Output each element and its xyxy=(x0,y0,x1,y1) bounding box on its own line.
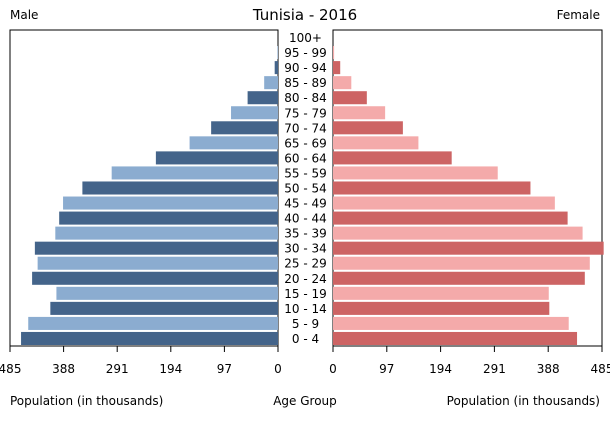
female-tick-label: 194 xyxy=(429,362,452,376)
male-tick-label: 97 xyxy=(217,362,232,376)
female-axis-title: Population (in thousands) xyxy=(447,394,600,408)
male-axis-title: Population (in thousands) xyxy=(10,394,163,408)
age-group-label: 35 - 39 xyxy=(284,227,327,241)
age-axis-title: Age Group xyxy=(273,394,337,408)
female-tick-label: 97 xyxy=(379,362,394,376)
male-tick-label: 0 xyxy=(274,362,282,376)
female-bar-40-44 xyxy=(333,211,568,225)
female-bar-5-9 xyxy=(333,316,569,330)
female-tick-label: 388 xyxy=(537,362,560,376)
female-bar-50-54 xyxy=(333,181,531,195)
male-bar-95-99 xyxy=(277,46,278,60)
age-group-label: 20 - 24 xyxy=(284,272,327,286)
age-group-label: 65 - 69 xyxy=(284,136,327,150)
female-bar-90-94 xyxy=(333,61,341,75)
age-group-label: 70 - 74 xyxy=(284,121,327,135)
female-bar-20-24 xyxy=(333,271,585,285)
male-bar-30-34 xyxy=(34,241,278,255)
male-bar-35-39 xyxy=(55,226,278,240)
male-bar-20-24 xyxy=(32,271,279,285)
female-tick-label: 485 xyxy=(591,362,610,376)
male-bar-0-4 xyxy=(21,331,279,345)
female-bar-65-69 xyxy=(333,136,419,150)
female-bar-85-89 xyxy=(333,76,352,90)
male-bar-10-14 xyxy=(50,301,279,315)
age-group-label: 95 - 99 xyxy=(284,46,327,60)
male-bar-75-79 xyxy=(231,106,278,120)
age-group-label: 75 - 79 xyxy=(284,106,327,120)
male-bar-90-94 xyxy=(274,61,278,75)
male-bars xyxy=(21,46,279,345)
female-bar-55-59 xyxy=(333,166,498,180)
female-tick-label: 291 xyxy=(483,362,506,376)
female-bars xyxy=(333,46,604,345)
female-tick-label: 0 xyxy=(329,362,337,376)
male-bar-60-64 xyxy=(155,151,278,165)
male-label: Male xyxy=(10,8,38,22)
male-tick-label: 194 xyxy=(159,362,182,376)
female-bar-45-49 xyxy=(333,196,555,210)
age-group-label: 40 - 44 xyxy=(284,212,327,226)
age-group-label: 15 - 19 xyxy=(284,287,327,301)
male-bar-55-59 xyxy=(111,166,278,180)
male-tick-label: 388 xyxy=(52,362,75,376)
female-bar-0-4 xyxy=(333,331,578,345)
male-bar-15-19 xyxy=(56,286,278,300)
age-group-label: 25 - 29 xyxy=(284,257,327,271)
female-bar-95-99 xyxy=(333,46,335,60)
age-group-label: 80 - 84 xyxy=(284,91,327,105)
male-bar-85-89 xyxy=(264,76,278,90)
female-label: Female xyxy=(557,8,600,22)
age-group-label: 50 - 54 xyxy=(284,182,327,196)
male-bar-45-49 xyxy=(63,196,278,210)
male-bar-50-54 xyxy=(82,181,278,195)
female-bar-70-74 xyxy=(333,121,403,135)
male-bar-25-29 xyxy=(37,256,279,270)
age-group-label: 45 - 49 xyxy=(284,197,327,211)
female-bar-15-19 xyxy=(333,286,549,300)
female-bar-60-64 xyxy=(333,151,452,165)
female-bar-25-29 xyxy=(333,256,590,270)
female-axis-ticks: 485 388 291 194 97 0 xyxy=(329,346,610,376)
age-group-label: 60 - 64 xyxy=(284,151,327,165)
male-tick-label: 291 xyxy=(106,362,129,376)
male-bar-80-84 xyxy=(247,91,278,105)
male-tick-label: 485 xyxy=(0,362,21,376)
female-bar-75-79 xyxy=(333,106,386,120)
male-bar-40-44 xyxy=(59,211,278,225)
age-group-label: 10 - 14 xyxy=(284,302,327,316)
female-bar-35-39 xyxy=(333,226,583,240)
female-bar-10-14 xyxy=(333,301,550,315)
age-group-label: 85 - 89 xyxy=(284,76,327,90)
male-bar-65-69 xyxy=(189,136,278,150)
age-group-label: 30 - 34 xyxy=(284,242,327,256)
age-group-label: 100+ xyxy=(289,31,322,45)
female-bar-30-34 xyxy=(333,241,604,255)
chart-title: Tunisia - 2016 xyxy=(252,6,357,24)
age-group-label: 90 - 94 xyxy=(284,61,327,75)
female-bar-80-84 xyxy=(333,91,367,105)
male-bar-5-9 xyxy=(28,316,279,330)
age-group-label: 5 - 9 xyxy=(292,317,319,331)
age-group-label: 0 - 4 xyxy=(292,332,319,346)
male-bar-70-74 xyxy=(211,121,278,135)
male-axis-ticks: 485 388 291 194 97 0 xyxy=(0,346,282,376)
age-group-label: 55 - 59 xyxy=(284,166,327,180)
